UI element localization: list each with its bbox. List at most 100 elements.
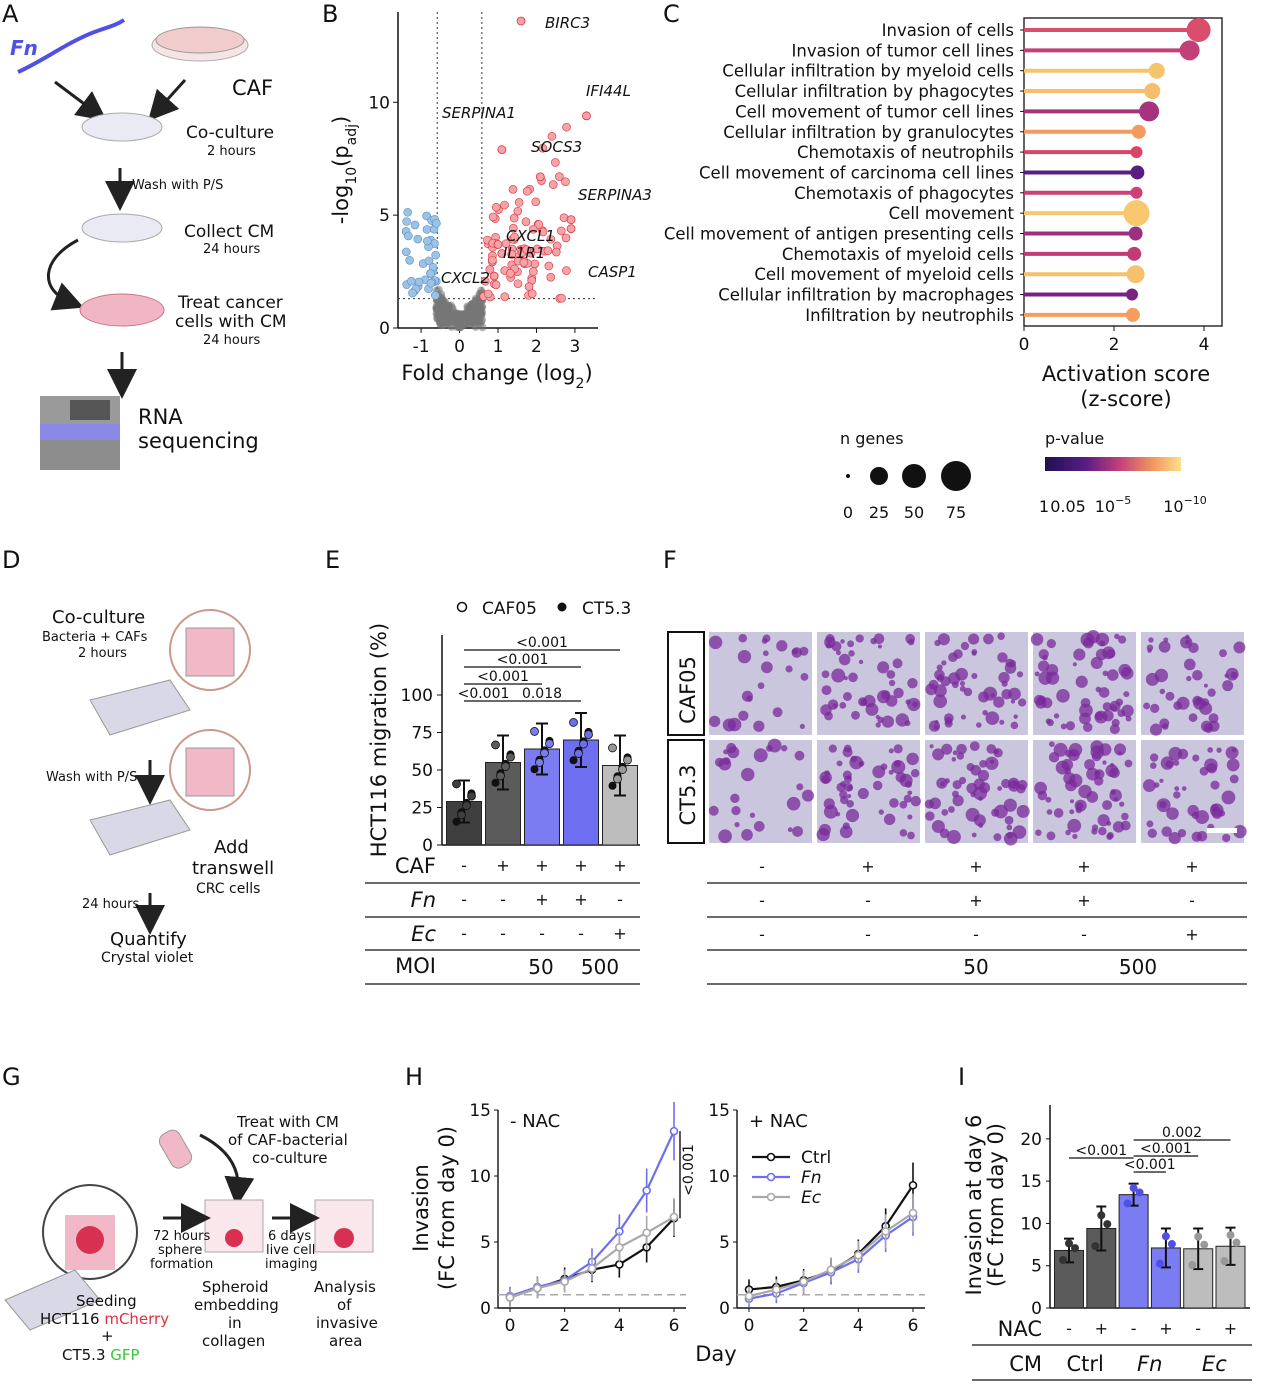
x-tick-label: 2 [1109,335,1120,355]
stained-cell [820,704,832,716]
stained-cell [875,722,881,728]
down-point [426,278,436,288]
stained-cell [1146,820,1154,828]
g-an-4: area [329,1332,362,1350]
stained-cell [1046,809,1053,815]
stained-cell [753,720,765,732]
down-point [432,219,441,228]
micrograph [817,740,920,843]
stained-cell [796,783,804,791]
stained-cell [847,784,854,791]
table-cell: + [861,857,874,876]
stained-cell [1225,746,1239,760]
panel-label-h: H [405,1063,423,1091]
category-label: Cellular infiltration by granulocytes [723,123,1014,142]
replicate-dot [569,718,578,727]
replicate-dot [579,739,588,749]
stained-cell [1072,833,1078,840]
up-point [562,122,571,132]
down-point [423,236,432,246]
replicate-dot [1167,1240,1176,1249]
stained-cell [932,748,945,761]
x-tick-label: 6 [908,1316,919,1336]
stained-cell [799,646,809,656]
up-point [527,289,537,298]
series-point [772,1285,781,1294]
stained-cell [968,633,980,645]
stained-cell [883,813,896,826]
g-72h-1: 72 hours [153,1229,210,1244]
legend-ct53: CT5.3 [582,599,631,619]
table-row-label: Ec [411,922,436,946]
y-tick-label: 50 [411,761,433,781]
stained-cell [1226,758,1240,772]
stained-cell [1090,745,1105,759]
lollipop-head [1125,307,1140,322]
panel-h-linechart: 0 5 10 15 0 2 4 6 - NAC <0.001 0 5 10 15 0 2 4 6 + NAC Inva… [409,1101,925,1366]
stained-cell [1188,642,1199,654]
treat-dish [79,293,165,327]
labeled-gene-point [497,249,507,258]
stained-cell [1035,829,1042,836]
category-label: Invasion of tumor cell lines [792,41,1014,60]
legend-marker [766,1152,776,1162]
stained-cell [1006,832,1014,839]
stained-cell [1042,655,1048,661]
stained-cell [1005,658,1014,668]
stained-cell [1124,759,1133,768]
stained-cell [785,665,793,673]
x-tick-label: 6 [669,1316,680,1336]
replicate-dot [618,765,627,774]
stained-cell [845,808,860,823]
replicate-dot [1103,1220,1112,1229]
gene-label-cxcl1: CXCL1 [506,227,555,245]
g-72h-3: formation [150,1257,213,1272]
stained-cell [1229,774,1239,784]
y-tick-label: 10 [368,93,390,113]
up-point [528,224,538,234]
size-legend-dot [941,461,971,491]
stained-cell [1186,675,1192,682]
stained-cell [708,805,719,816]
row-label-box [667,631,705,736]
d-crc: CRC cells [196,881,260,897]
lollipop-head [1130,146,1143,159]
up-point [524,282,534,291]
wellplate-2 [89,799,191,856]
d-transwell: transwell [192,858,274,879]
stained-cell [936,777,948,789]
down-point [402,217,411,226]
x-tick-label: 0 [744,1316,755,1336]
stained-cell [934,684,947,698]
stained-cell [839,702,847,709]
table-cell-moi-50: 50 [963,955,988,979]
y-axis-title: Invasion at day 6 [962,1115,986,1296]
wash-label: Wash with P/S [132,178,223,193]
stained-cell [1110,789,1117,795]
gene-label-serpina3: SERPINA3 [578,186,652,204]
table-cell-moi-500: 500 [1119,955,1157,979]
table-cell: - [461,856,467,875]
stained-cell [835,650,841,656]
stained-cell [800,672,809,681]
stained-cell [1109,724,1120,735]
down-point [424,256,434,266]
g-an-1: Analysis [314,1278,376,1296]
table-row-label-nac: NAC [998,1317,1042,1341]
g-6d-2: live cell [266,1243,315,1258]
labeled-gene-point [582,111,591,121]
stained-cell [985,711,1000,726]
y-tick-label: 0 [480,1299,491,1319]
category-label: Cell movement of antigen presenting cell… [664,225,1014,244]
stained-cell [951,757,957,762]
stained-cell [1222,680,1234,692]
category-label: Chemotaxis of phagocytes [794,184,1014,203]
stained-cell [1159,718,1170,729]
replicate-dot [1161,1232,1170,1241]
stained-cell [1075,675,1088,688]
replicate-dot [535,758,544,767]
up-point [514,198,524,207]
stained-cell [1013,714,1018,719]
table-cell: - [865,891,871,910]
table-cell: + [1077,857,1090,876]
